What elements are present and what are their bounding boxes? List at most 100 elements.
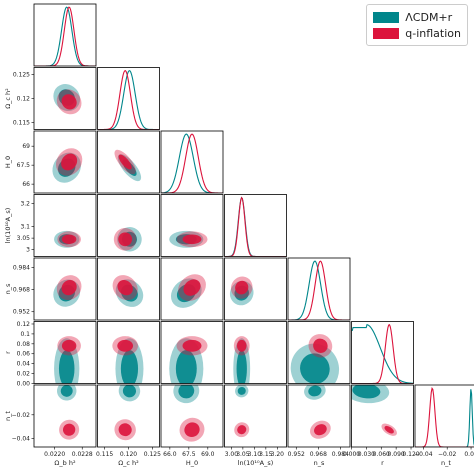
panel-frame [287,384,351,448]
panel-H0-obh2 [33,130,97,194]
xtick-label-ns: 0.968 [310,451,327,458]
panel-ns-lnAs [224,257,287,321]
panel-H0-och2 [97,130,160,194]
xtick-label-nt: 0.00 [464,451,474,458]
panel-frame [351,321,414,384]
contour-r-obh2-1-1 [61,339,77,352]
panel-frame [160,130,224,194]
marginal-ns-1 [288,260,350,320]
xtick-label-lnAs: 3.10 [248,451,262,458]
ytick-label-ns: 0.952 [13,309,30,316]
panel-frame [160,257,224,321]
xtick-label-r: 0.090 [388,451,405,458]
contour-nt-obh2-1-1 [62,423,76,436]
xtick-label-och2: 0.120 [120,451,137,458]
marginal-H0-0 [161,133,223,193]
contour-lnAs-H0-1-1 [182,234,202,245]
panel-H0-H0 [160,130,224,194]
ytick-label-H0: 69 [22,143,30,150]
panel-frame [351,384,414,448]
ytick-label-ns: 0.984 [13,265,30,272]
xtick-label-nt: −0.04 [414,451,433,458]
ytick-label-och2: 0.115 [13,119,30,126]
xtick-label-lnAs: 3.15 [259,451,273,458]
xtick-label-r: 0.120 [402,451,419,458]
panel-frame [97,321,160,384]
contour-ns-lnAs-1-1 [235,280,249,295]
contour-lnAs-och2-1-1 [118,232,133,247]
contour-lnAs-obh2-1-1 [61,234,77,245]
panel-frame [33,257,97,321]
legend-swatch-lcdm [373,11,400,23]
ytick-label-r: 0.1 [20,331,30,338]
panel-frame [160,321,224,384]
contour-nt-lnAs-1-1 [237,425,247,435]
panel-frame [287,257,351,321]
marginal-r-0 [351,323,414,384]
panel-frame [97,67,160,130]
marginal-nt-1 [415,387,474,447]
panel-och2-obh2 [33,67,97,130]
panel-frame [33,194,97,257]
ytick-label-nt: −0.04 [12,436,31,443]
xlabel-r: r [381,459,384,467]
ylabel-ns: n_s [4,283,12,294]
panel-frame [33,130,97,194]
ytick-label-r: 0.12 [17,321,31,328]
ylabel-nt: n_t [4,411,12,421]
panel-frame [33,3,97,67]
xlabel-H0: H_0 [186,459,198,467]
panel-frame [224,321,287,384]
xtick-label-lnAs: 3.05 [236,451,250,458]
panel-frame [414,384,474,448]
contour-r-H0-0-1 [175,350,197,384]
marginal-obh2-0 [34,6,96,66]
xtick-label-ns: 0.984 [332,451,349,458]
panel-lnAs-H0 [160,194,224,257]
xtick-label-H0: 69.0 [201,451,215,458]
marginal-och2-1 [97,70,160,130]
contour-nt-och2-1-1 [118,423,132,437]
xtick-label-lnAs: 3.20 [271,451,285,458]
panel-frame [287,321,351,384]
legend-item-qinflation: q-inflation [373,25,461,41]
panel-lnAs-och2 [97,194,160,257]
marginal-lnAs-1 [224,196,287,257]
ytick-label-lnAs: 3 [26,247,30,254]
contour-H0-och2-1-1 [118,154,132,170]
contour-ns-och2-1-1 [117,279,133,296]
ytick-label-r: 0.00 [17,381,31,388]
contour-r-lnAs-1-1 [236,339,247,352]
ytick-label-H0: 67.5 [17,162,31,169]
panel-r-H0 [160,321,224,384]
ytick-label-lnAs: 3.05 [17,235,31,242]
xtick-label-H0: 67.5 [182,451,196,458]
legend-label-lcdm: ΛCDM+r [405,10,453,24]
ytick-label-och2: 0.12 [17,96,31,103]
panel-och2-och2 [97,67,160,130]
panel-obh2-obh2 [33,3,97,67]
contour-r-H0-1-1 [182,339,202,352]
contour-r-och2-1-1 [117,339,134,352]
contour-ns-H0-1-1 [183,279,201,296]
panel-nt-och2 [97,384,160,448]
panel-ns-obh2 [33,257,97,321]
xtick-label-ns: 0.952 [288,451,305,458]
contour-r-obh2-0-1 [58,350,75,384]
panel-frame [33,384,97,448]
xlabel-och2: Ω_c h² [118,459,139,467]
contour-r-och2-0-1 [120,350,139,384]
xtick-label-nt: −0.02 [438,451,457,458]
ytick-label-nt: −0.02 [12,412,31,419]
xtick-label-lnAs: 3.00 [225,451,239,458]
xlabel-obh2: Ω_b h² [54,459,76,467]
ytick-label-r: 0.04 [17,361,31,368]
contour-nt-H0-1-1 [184,422,200,438]
panel-r-lnAs [224,321,287,384]
xlabel-lnAs: ln(10¹⁰A_s) [238,459,274,467]
panel-frame [224,194,287,257]
ylabel-r: r [4,351,12,354]
contour-nt-och2-0-1 [122,385,137,398]
xlabel-ns: n_s [314,459,325,467]
